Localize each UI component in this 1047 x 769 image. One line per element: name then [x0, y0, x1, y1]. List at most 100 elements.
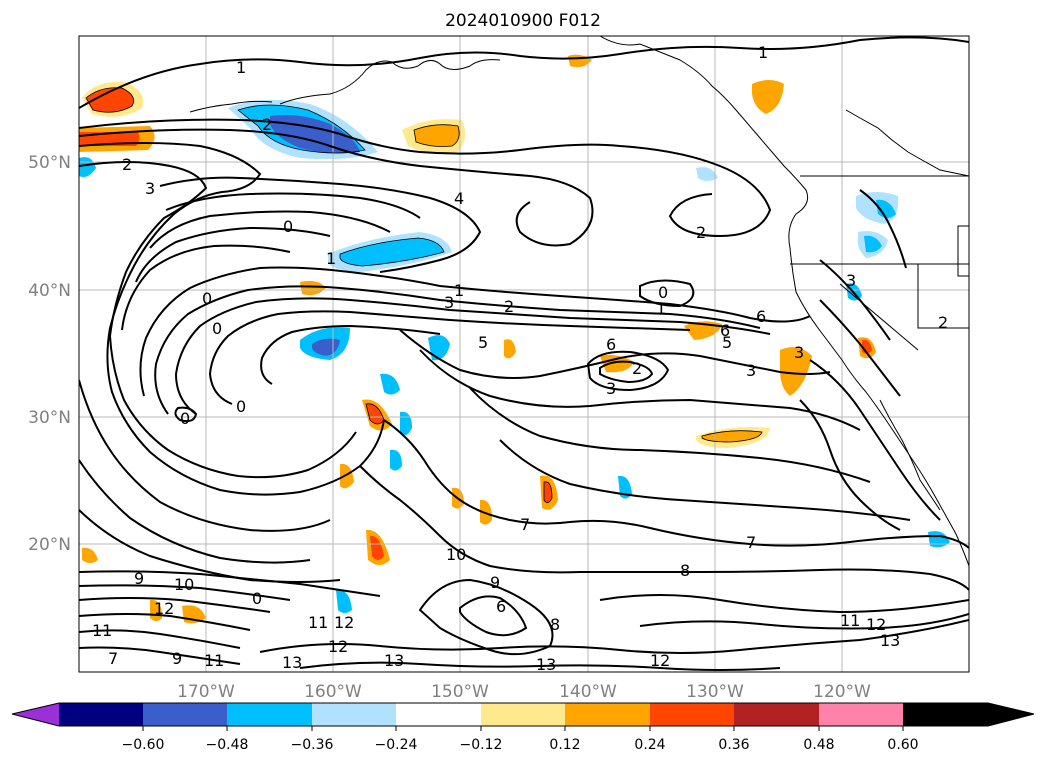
contour-line	[154, 285, 761, 415]
contour-line	[418, 578, 554, 656]
contour-label: 13	[384, 651, 404, 670]
contour-label: 8	[680, 561, 690, 580]
shade-patch	[82, 547, 98, 563]
colorbar-tick-label: −0.48	[206, 737, 249, 753]
contour-label: 5	[478, 333, 488, 352]
shade-patch	[414, 124, 460, 147]
colorbar-extend-min	[12, 703, 59, 726]
contour-label-layer: 1 2 2 3 4 0 2 1 1 3 2 0 1 0 0 5 6 6 5 6 …	[92, 43, 948, 674]
contour-label: 1	[656, 299, 666, 318]
contour-label: 2	[504, 297, 514, 316]
colorbar-segment	[650, 703, 735, 726]
contour-line	[174, 297, 771, 415]
contour-line	[469, 387, 871, 483]
colorbar-tick-label: 0.12	[549, 737, 580, 753]
contour-line	[79, 613, 251, 631]
contour-line	[599, 360, 654, 384]
contour-label: 11	[308, 613, 328, 632]
contour-line	[208, 310, 691, 405]
contour-line	[79, 597, 271, 613]
colorbar-segment	[312, 703, 397, 726]
shade-patch	[876, 199, 896, 218]
contour-label: 3	[444, 293, 454, 312]
contour-label: 2	[696, 223, 706, 242]
contour-line	[859, 189, 907, 269]
colorbar-tick-label: −0.12	[460, 737, 503, 753]
contour-label: 11	[92, 621, 112, 640]
contour-line	[79, 142, 385, 496]
contour-line	[135, 226, 331, 283]
contour-line	[139, 266, 811, 397]
shade-patch	[696, 167, 718, 181]
shade-patch	[780, 347, 812, 396]
west-coast	[599, 36, 969, 567]
shade-patch	[400, 411, 412, 436]
lon-label: 130°W	[686, 682, 744, 702]
contour-label: 9	[172, 649, 182, 668]
baja-coast	[879, 399, 941, 511]
contour-line	[79, 36, 969, 109]
contour-line	[586, 350, 670, 392]
graticule	[79, 36, 969, 672]
contour-line	[399, 329, 831, 379]
state-border-nevada	[917, 264, 969, 329]
shade-patch	[86, 87, 134, 113]
contour-label: 3	[606, 379, 616, 398]
lat-label: 50°N	[28, 153, 71, 173]
contour-line	[79, 629, 241, 649]
colorbar-segment	[227, 703, 312, 726]
contour-label: 12	[328, 637, 348, 656]
shade-patch	[544, 481, 552, 503]
contour-label: 7	[520, 515, 530, 534]
contour-label: 11	[840, 611, 860, 630]
contour-label: 1	[326, 249, 336, 268]
state-border-utah	[957, 225, 969, 277]
contour-line	[79, 128, 594, 247]
shade-patch	[864, 235, 882, 253]
contour-label: 0	[236, 397, 246, 416]
contour-line	[79, 509, 341, 583]
canada-border-coast	[845, 109, 969, 177]
contour-label: 13	[536, 655, 556, 674]
shade-patch	[336, 589, 352, 613]
shade-patch	[390, 449, 402, 471]
contour-label: 1	[454, 281, 464, 300]
colorbar-outline	[11, 702, 1035, 727]
colorbar-extend-max	[903, 703, 1034, 726]
shade-patch	[370, 535, 384, 560]
colorbar: −0.60 −0.48 −0.36 −0.24 −0.12 0.12 0.24 …	[11, 702, 1035, 753]
contour-label: 0	[252, 589, 262, 608]
lon-label: 150°W	[431, 682, 489, 702]
contour-label: 10	[446, 545, 466, 564]
map-background	[79, 36, 969, 672]
lon-label: 140°W	[559, 682, 617, 702]
colorbar-tick-label: 0.24	[634, 737, 665, 753]
contour-label: 0	[283, 217, 293, 236]
contour-label: 3	[794, 343, 804, 362]
map-content: 1 2 2 3 4 0 2 1 1 3 2 0 1 0 0 5 6 6 5 6 …	[79, 36, 969, 674]
contour-line	[809, 359, 941, 521]
alaska-peninsula-coast	[279, 59, 501, 105]
contour-line	[639, 279, 695, 308]
contour-line	[174, 406, 198, 423]
contour-label: 0	[180, 409, 190, 428]
contour-line	[79, 584, 291, 601]
contour-line	[149, 210, 391, 249]
contour-label: 10	[174, 575, 194, 594]
lon-label: 120°W	[813, 682, 871, 702]
contour-label: 3	[145, 179, 155, 198]
shade-patch	[752, 80, 784, 114]
contour-lines	[79, 36, 969, 671]
map-frame	[78, 35, 970, 673]
state-border-ca-nv	[839, 283, 919, 351]
contour-line	[259, 619, 969, 654]
contour-line	[499, 439, 911, 521]
contour-label: 7	[108, 649, 118, 668]
contour-line	[79, 646, 241, 665]
contour-label: 0	[658, 283, 668, 302]
contour-line	[359, 465, 969, 591]
contour-line	[639, 613, 969, 630]
contour-line	[79, 161, 357, 479]
shade-patch	[428, 335, 450, 361]
shade-outlines	[85, 87, 763, 503]
